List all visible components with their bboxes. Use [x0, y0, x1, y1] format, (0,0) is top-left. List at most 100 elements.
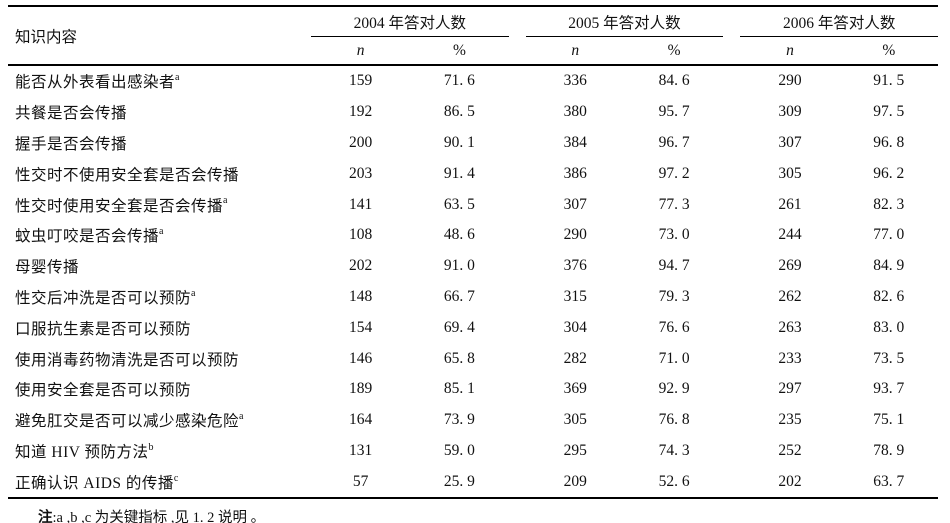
n-value: 384	[563, 133, 587, 151]
n-value: 262	[778, 287, 802, 305]
column-spacer	[509, 312, 526, 343]
row-label: 共餐是否会传播	[15, 105, 128, 123]
pct-value: 76. 8	[658, 411, 690, 429]
pct-value: 85. 1	[443, 380, 475, 398]
n-value: 131	[348, 441, 373, 459]
row-label: 握手是否会传播	[15, 135, 128, 153]
pct-value: 78. 9	[873, 441, 905, 459]
pct-value: 25. 9	[410, 466, 509, 500]
n-value: 164	[348, 411, 373, 429]
pct-value: 96. 2	[873, 164, 905, 182]
pct-value: 93. 7	[873, 380, 905, 398]
key-indicator-superscript: a	[223, 195, 228, 207]
column-spacer	[509, 405, 526, 436]
n-value: 159	[348, 72, 373, 90]
table-body: 能否从外表看出感染者a 159 71. 6 336 84. 6 290 91. 5 共餐是否会…	[8, 65, 938, 500]
knowledge-table: 知识内容 2004 年答对人数 2005 年答对人数 2006 年答对人数 n …	[8, 5, 938, 500]
pct-value: 95. 7	[658, 103, 690, 121]
column-spacer	[509, 343, 526, 374]
row-label: 口服抗生素是否可以预防	[15, 320, 192, 338]
n-value: 141	[348, 195, 373, 213]
table-row: 避免肛交是否可以减少感染危险a 164 73. 9 305 76. 8 235 75. 1	[8, 405, 938, 436]
n-value: 263	[778, 318, 802, 336]
n-value: 282	[563, 349, 587, 367]
pct-value: 92. 9	[658, 380, 690, 398]
column-spacer	[509, 65, 526, 97]
table-row: 使用安全套是否可以预防 189 85. 1 369 92. 9 297 93. 7	[8, 374, 938, 405]
column-spacer	[723, 189, 740, 220]
key-indicator-superscript: a	[239, 411, 244, 422]
n-value: 203	[348, 164, 373, 182]
pct-value: 76. 6	[658, 318, 690, 336]
pct-value: 90. 1	[443, 133, 475, 151]
table-row: 正确认识 AIDS 的传播c 57 25. 9 209 52. 6 202 63. 7	[8, 466, 938, 500]
pct-value: 74. 3	[658, 441, 690, 459]
n-value: 307	[563, 195, 587, 213]
sub-header-row: n % n % n %	[8, 36, 938, 66]
column-spacer	[723, 343, 740, 374]
pct-value: 73. 9	[443, 411, 475, 429]
n-value: 146	[348, 349, 373, 367]
column-spacer	[509, 128, 526, 159]
table-row: 能否从外表看出感染者a 159 71. 6 336 84. 6 290 91. 5	[8, 65, 938, 97]
table-row: 使用消毒药物清洗是否可以预防 146 65. 8 282 71. 0 233 73. 5	[8, 343, 938, 374]
key-indicator-superscript: b	[148, 441, 154, 453]
pct-value: 82. 6	[873, 287, 905, 305]
n-value: 315	[563, 287, 587, 305]
column-spacer	[723, 36, 741, 66]
column-spacer	[509, 220, 526, 251]
subcol-n-2004: n	[310, 36, 411, 66]
column-spacer	[509, 158, 526, 189]
column-group-2005: 2005 年答对人数	[525, 6, 724, 37]
column-spacer	[509, 251, 526, 282]
column-spacer	[723, 220, 740, 251]
column-spacer	[509, 6, 526, 37]
n-value: 336	[563, 72, 587, 90]
table-row: 性交时使用安全套是否会传播a 141 63. 5 307 77. 3 261 82. 3	[8, 189, 938, 220]
n-value: 290	[778, 72, 802, 90]
pct-value: 96. 7	[658, 133, 690, 151]
key-indicator-superscript: a	[175, 72, 180, 84]
n-value: 154	[348, 318, 373, 336]
pct-value: 48. 6	[443, 226, 475, 244]
pct-value: 63. 7	[839, 466, 938, 500]
pct-value: 96. 8	[873, 133, 905, 151]
subcol-pct-2006: %	[839, 36, 938, 66]
column-spacer	[723, 282, 740, 313]
row-label: 使用消毒药物清洗是否可以预防	[15, 351, 240, 369]
column-spacer	[723, 128, 740, 159]
n-value: 309	[778, 103, 802, 121]
n-value: 261	[778, 195, 802, 213]
n-value: 192	[348, 103, 373, 121]
column-spacer	[509, 189, 526, 220]
row-label: 蚊虫叮咬是否会传播a	[15, 226, 164, 246]
column-spacer	[723, 312, 740, 343]
footnote-text: :a ,b ,c 为关键指标 ,见 1. 2 说明 。	[52, 510, 266, 523]
pct-value: 73. 0	[658, 226, 690, 244]
column-spacer	[723, 97, 740, 128]
row-label: 性交时使用安全套是否会传播a	[15, 195, 228, 215]
row-label: 能否从外表看出感染者a	[15, 72, 180, 92]
pct-value: 79. 3	[658, 287, 690, 305]
n-value: 380	[563, 103, 587, 121]
column-spacer	[509, 282, 526, 313]
row-label: 性交时不使用安全套是否会传播	[15, 166, 240, 184]
pct-value: 71. 6	[443, 72, 475, 90]
n-value: 235	[778, 411, 802, 429]
pct-value: 94. 7	[658, 257, 690, 275]
n-value: 269	[778, 257, 802, 275]
column-spacer	[509, 436, 526, 467]
pct-value: 77. 3	[658, 195, 690, 213]
pct-value: 63. 5	[443, 195, 475, 213]
table-row: 蚊虫叮咬是否会传播a 108 48. 6 290 73. 0 244 77. 0	[8, 220, 938, 251]
n-value: 108	[348, 226, 373, 244]
table-row: 性交后冲洗是否可以预防a 148 66. 7 315 79. 3 262 82. 6	[8, 282, 938, 313]
n-value: 386	[563, 164, 587, 182]
n-value: 202	[348, 257, 373, 275]
key-indicator-superscript: a	[159, 226, 164, 238]
column-spacer	[509, 374, 526, 405]
column-spacer	[723, 6, 740, 37]
column-spacer	[723, 251, 740, 282]
n-value: 297	[778, 380, 802, 398]
pct-value: 77. 0	[873, 226, 905, 244]
